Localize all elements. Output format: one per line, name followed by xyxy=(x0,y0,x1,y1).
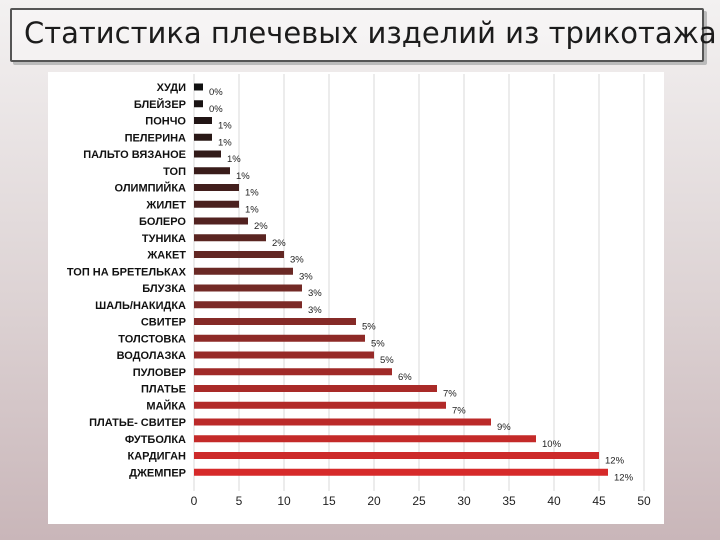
data-label: 9% xyxy=(497,422,511,433)
category-label: ЖАКЕТ xyxy=(146,250,186,262)
bar xyxy=(194,167,230,175)
bar xyxy=(194,251,284,258)
data-label: 3% xyxy=(290,255,304,266)
category-label: ТОЛСТОВКА xyxy=(118,333,186,345)
category-label: ТУНИКА xyxy=(142,233,186,245)
bar xyxy=(194,385,437,392)
data-label: 5% xyxy=(362,322,376,333)
x-tick-label: 5 xyxy=(236,494,243,508)
category-label: ПУЛОВЕР xyxy=(133,367,186,379)
data-label: 2% xyxy=(272,238,286,249)
x-tick-label: 35 xyxy=(502,494,516,508)
x-tick-label: 45 xyxy=(592,494,606,508)
data-label: 1% xyxy=(218,121,232,132)
bar xyxy=(194,100,203,108)
category-label: ВОДОЛАЗКА xyxy=(117,350,186,362)
data-label: 3% xyxy=(308,305,322,316)
x-tick-label: 25 xyxy=(412,494,426,508)
category-label: КАРДИГАН xyxy=(128,451,187,463)
bar xyxy=(194,217,248,225)
bar xyxy=(194,83,203,91)
category-label: ПЛАТЬЕ xyxy=(141,384,186,396)
page-title: Статистика плечевых изделий из трикотажа xyxy=(24,16,717,50)
x-tick-label: 20 xyxy=(367,494,381,508)
x-tick-label: 40 xyxy=(547,494,561,508)
title-box: Статистика плечевых изделий из трикотажа xyxy=(10,8,717,62)
data-label: 0% xyxy=(209,87,223,98)
bar xyxy=(194,452,599,459)
data-label: 1% xyxy=(227,154,241,165)
data-label: 6% xyxy=(398,372,412,383)
bar xyxy=(194,301,302,309)
x-tick-label: 50 xyxy=(637,494,651,508)
category-label: ПЕЛЕРИНА xyxy=(125,132,186,144)
bar xyxy=(194,401,446,409)
x-tick-label: 30 xyxy=(457,494,471,508)
bar-chart: 0 5 10 15 20 25 30 35 40 45 50 ХУДИ 0% БЛЕЙЗЕР 0% ПОНЧО… xyxy=(67,74,651,508)
category-label: ШАЛЬ/НАКИДКА xyxy=(95,300,186,312)
data-label: 12% xyxy=(614,472,634,483)
bar xyxy=(194,468,608,476)
bar xyxy=(194,368,392,376)
category-label: ФУТБОЛКА xyxy=(125,434,186,446)
data-label: 5% xyxy=(380,355,394,366)
data-label: 7% xyxy=(452,405,466,416)
category-label: БОЛЕРО xyxy=(139,216,186,228)
data-label: 3% xyxy=(299,271,313,282)
bar xyxy=(194,234,266,242)
category-label: ХУДИ xyxy=(157,82,186,94)
x-tick-label: 0 xyxy=(191,494,198,508)
category-label: ТОП xyxy=(163,166,186,178)
bar xyxy=(194,334,365,342)
data-label: 10% xyxy=(542,439,562,450)
bar xyxy=(194,200,239,208)
x-tick-label: 10 xyxy=(277,494,291,508)
category-label: СВИТЕР xyxy=(141,317,186,329)
category-label: МАЙКА xyxy=(146,399,186,412)
category-label: ЖИЛЕТ xyxy=(145,199,186,211)
bar xyxy=(194,351,374,359)
category-label: ПОНЧО xyxy=(145,116,186,128)
data-label: 1% xyxy=(245,188,259,199)
data-label: 5% xyxy=(371,338,385,349)
bar xyxy=(194,418,491,426)
category-label: ОЛИМПИЙКА xyxy=(115,182,187,195)
category-label: БЛЕЙЗЕР xyxy=(134,98,186,111)
category-label: ПЛАТЬЕ- СВИТЕР xyxy=(89,417,186,429)
data-label: 1% xyxy=(236,171,250,182)
category-label: ДЖЕМПЕР xyxy=(129,467,186,479)
bar xyxy=(194,184,239,191)
category-label: БЛУЗКА xyxy=(142,283,186,295)
bar xyxy=(194,318,356,325)
bar xyxy=(194,435,536,443)
data-label: 3% xyxy=(308,288,322,299)
bar xyxy=(194,117,212,124)
bar xyxy=(194,267,293,275)
bar xyxy=(194,150,221,158)
data-label: 12% xyxy=(605,456,625,467)
x-tick-label: 15 xyxy=(322,494,336,508)
data-label: 0% xyxy=(209,104,223,115)
data-label: 7% xyxy=(443,389,457,400)
bar xyxy=(194,133,212,141)
data-label: 1% xyxy=(245,204,259,215)
bar xyxy=(194,284,302,292)
category-label: ПАЛЬТО ВЯЗАНОЕ xyxy=(83,149,186,161)
data-label: 1% xyxy=(218,137,232,148)
chart-panel: 0 5 10 15 20 25 30 35 40 45 50 ХУДИ 0% БЛЕЙЗЕР 0% ПОНЧО… xyxy=(48,72,664,524)
category-label: ТОП НА БРЕТЕЛЬКАХ xyxy=(67,266,187,278)
data-label: 2% xyxy=(254,221,268,232)
